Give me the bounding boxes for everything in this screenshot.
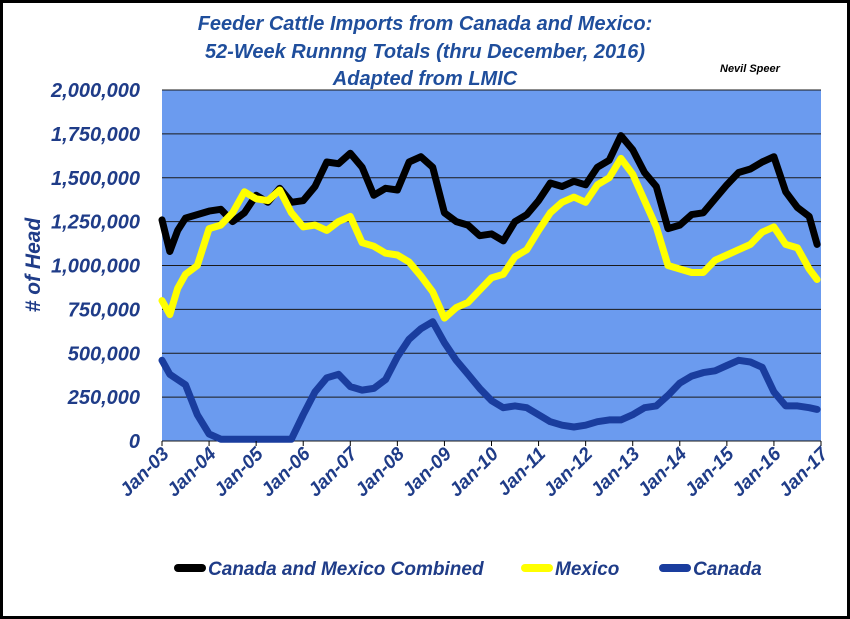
author-credit: Nevil Speer [720, 63, 781, 75]
series-lines [158, 132, 821, 443]
x-tick-label: Jan-12 [540, 443, 598, 501]
chart-title-line-2: 52-Week Runnng Totals (thru December, 20… [205, 41, 645, 63]
x-tick-label: Jan-08 [351, 443, 409, 501]
x-tick-label: Jan-15 [681, 443, 739, 501]
x-tick-label: Jan-03 [116, 443, 174, 501]
y-tick-label: 0 [129, 431, 140, 453]
y-tick-label: 750,000 [68, 299, 140, 321]
y-tick-label: 1,750,000 [51, 124, 140, 146]
y-tick-label: 2,000,000 [50, 80, 140, 102]
y-tick-label: 1,250,000 [51, 212, 140, 234]
y-axis-label: # of Head [22, 217, 45, 313]
legend: Canada and Mexico Combined Mexico Canada [174, 559, 762, 580]
gridlines [162, 89, 821, 442]
series-line-canada [158, 318, 821, 443]
x-tick-label: Jan-06 [257, 443, 315, 501]
y-tick-label: 500,000 [68, 343, 140, 365]
x-tick-label: Jan-14 [634, 443, 692, 501]
x-tick-label: Jan-04 [163, 443, 221, 501]
legend-label-mexico: Mexico [555, 559, 619, 580]
legend-label-canada-and-mexico-combined: Canada and Mexico Combined [208, 559, 484, 580]
y-tick-label: 250,000 [67, 387, 140, 409]
y-axis-ticks: 0 250,000 500,000 750,000 1,000,000 1,250,000… [50, 80, 140, 453]
x-tick-label: Jan-10 [446, 443, 504, 501]
legend-label-canada: Canada [693, 559, 762, 580]
chart-title-line-3: Adapted from LMIC [332, 68, 518, 90]
x-tick-label: Jan-09 [399, 443, 457, 501]
chart-title-line-1: Feeder Cattle Imports from Canada and Me… [198, 13, 653, 35]
x-tick-label: Jan-05 [210, 443, 268, 501]
x-tick-label: Jan-11 [494, 444, 550, 500]
y-tick-label: 1,000,000 [51, 256, 140, 278]
series-line-mexico [158, 154, 821, 322]
x-tick-label: Jan-07 [304, 443, 362, 501]
x-tick-label: Jan-13 [587, 443, 645, 501]
y-tick-label: 1,500,000 [51, 168, 140, 190]
x-tick-label: Jan-17 [775, 443, 833, 501]
x-tick-label: Jan-16 [728, 443, 786, 501]
x-axis-ticks: Jan-03Jan-04Jan-05Jan-06Jan-07Jan-08Jan-… [116, 441, 834, 501]
